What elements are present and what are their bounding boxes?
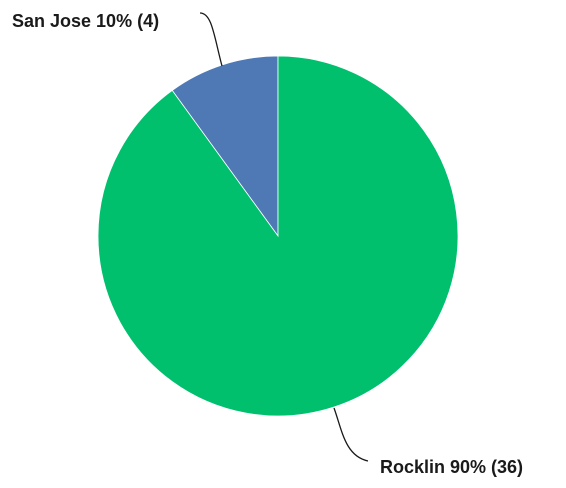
leader-line-rocklin — [333, 407, 369, 462]
slice-label-rocklin: Rocklin 90% (36) — [380, 457, 523, 477]
pie-slice-rocklin — [97, 55, 459, 417]
pie-leader-lines — [199, 12, 369, 462]
leader-line-san-jose — [199, 12, 223, 67]
pie-labels: San Jose 10% (4) Rocklin 90% (36) — [12, 11, 523, 477]
pie-slices — [97, 55, 459, 417]
pie-slice-san-jose — [171, 55, 279, 238]
slice-label-san-jose: San Jose 10% (4) — [12, 11, 159, 31]
